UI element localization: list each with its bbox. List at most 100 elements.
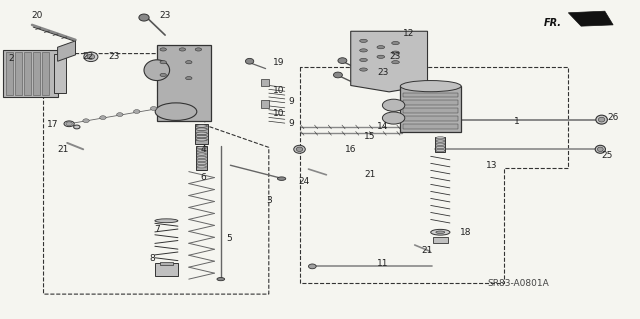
Bar: [3, 50, 58, 97]
Text: 10: 10: [273, 109, 284, 118]
Text: 8: 8: [150, 254, 155, 263]
Ellipse shape: [436, 140, 445, 142]
Text: 14: 14: [377, 122, 388, 131]
Ellipse shape: [197, 163, 206, 165]
Bar: [195, 124, 208, 144]
Text: SR83-A0801A: SR83-A0801A: [488, 279, 549, 288]
Ellipse shape: [598, 147, 603, 152]
Ellipse shape: [377, 55, 385, 58]
Ellipse shape: [338, 58, 347, 63]
Text: 3: 3: [266, 197, 271, 205]
Ellipse shape: [294, 145, 305, 153]
Text: 4: 4: [201, 145, 206, 154]
Text: 6: 6: [201, 173, 206, 182]
Ellipse shape: [296, 147, 303, 152]
Polygon shape: [351, 31, 428, 92]
Bar: [435, 137, 445, 152]
Text: 5: 5: [227, 234, 232, 243]
Ellipse shape: [431, 229, 450, 235]
Polygon shape: [568, 11, 613, 26]
Bar: [403, 116, 458, 121]
Bar: [196, 146, 207, 170]
Ellipse shape: [308, 264, 316, 269]
Polygon shape: [58, 41, 76, 61]
Ellipse shape: [179, 48, 186, 51]
Ellipse shape: [155, 103, 197, 120]
Ellipse shape: [195, 48, 202, 51]
Bar: [42, 52, 49, 95]
Bar: [6, 52, 13, 95]
Text: 11: 11: [377, 259, 388, 268]
Ellipse shape: [392, 51, 399, 54]
Ellipse shape: [596, 115, 607, 124]
Text: 12: 12: [403, 29, 414, 38]
Ellipse shape: [436, 231, 445, 234]
Ellipse shape: [360, 58, 367, 62]
Ellipse shape: [197, 153, 206, 155]
Ellipse shape: [333, 72, 342, 78]
Text: 18: 18: [460, 228, 472, 237]
Bar: [157, 45, 211, 121]
Text: 21: 21: [57, 145, 68, 154]
Text: 9: 9: [289, 97, 294, 106]
Text: 21: 21: [422, 246, 433, 255]
Ellipse shape: [392, 61, 399, 64]
Bar: [15, 52, 22, 95]
Text: 23: 23: [390, 52, 401, 61]
Text: 21: 21: [364, 170, 376, 179]
Ellipse shape: [87, 54, 95, 59]
Ellipse shape: [64, 121, 74, 127]
Ellipse shape: [116, 113, 123, 116]
Ellipse shape: [436, 137, 445, 139]
Bar: [155, 263, 178, 276]
Ellipse shape: [598, 117, 605, 122]
Ellipse shape: [197, 150, 206, 152]
Ellipse shape: [196, 125, 207, 127]
Ellipse shape: [155, 219, 178, 223]
Bar: [261, 100, 269, 108]
Ellipse shape: [196, 138, 207, 141]
Bar: [261, 79, 269, 86]
Bar: [24, 52, 31, 95]
Ellipse shape: [196, 128, 207, 130]
Text: 10: 10: [273, 86, 284, 95]
Bar: [403, 108, 458, 113]
Ellipse shape: [160, 48, 166, 51]
Text: 25: 25: [601, 151, 612, 160]
Ellipse shape: [360, 68, 367, 71]
Text: 9: 9: [289, 119, 294, 128]
Ellipse shape: [436, 146, 445, 149]
Text: 19: 19: [273, 58, 284, 67]
Ellipse shape: [436, 143, 445, 145]
Ellipse shape: [139, 14, 149, 21]
Text: 16: 16: [345, 145, 356, 154]
Ellipse shape: [197, 166, 206, 168]
Ellipse shape: [197, 160, 206, 162]
Text: 24: 24: [298, 177, 310, 186]
Text: 15: 15: [364, 132, 376, 141]
Ellipse shape: [100, 116, 106, 120]
Bar: [403, 93, 458, 97]
Bar: [400, 86, 461, 132]
Ellipse shape: [197, 147, 206, 149]
Ellipse shape: [186, 77, 192, 80]
Ellipse shape: [134, 110, 140, 114]
Text: 2: 2: [9, 54, 14, 63]
Text: 23: 23: [159, 11, 171, 20]
Ellipse shape: [360, 39, 367, 42]
Ellipse shape: [160, 61, 166, 64]
Ellipse shape: [383, 112, 405, 124]
Ellipse shape: [392, 41, 399, 45]
Bar: [403, 124, 458, 129]
Text: 20: 20: [31, 11, 43, 20]
Ellipse shape: [150, 107, 157, 110]
Text: 26: 26: [607, 113, 619, 122]
Ellipse shape: [436, 149, 445, 152]
Ellipse shape: [383, 99, 405, 111]
Ellipse shape: [160, 73, 166, 77]
Ellipse shape: [377, 46, 385, 49]
Text: 23: 23: [377, 68, 388, 77]
Ellipse shape: [401, 80, 461, 92]
Ellipse shape: [278, 177, 286, 181]
Bar: [403, 100, 458, 105]
